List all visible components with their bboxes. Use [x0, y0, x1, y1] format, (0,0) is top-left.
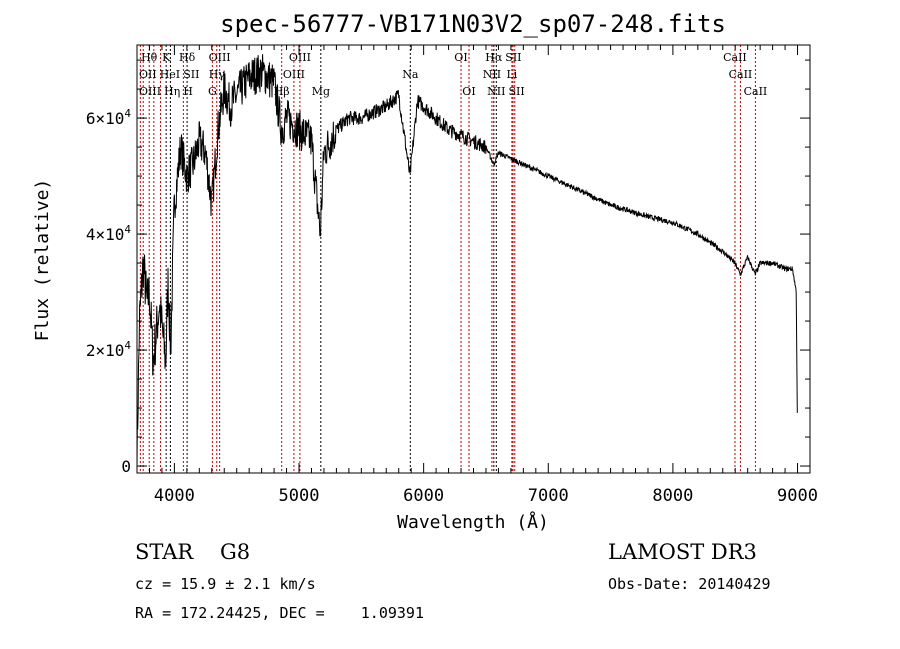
x-tick-label: 5000 — [279, 486, 320, 506]
line-label: SII — [509, 85, 525, 98]
line-label: OII — [139, 68, 157, 81]
line-label: OIII — [283, 68, 305, 81]
x-axis-label: Wavelength (Å) — [397, 511, 549, 533]
line-label: H — [183, 85, 193, 98]
x-tick-label: 7000 — [528, 486, 569, 506]
ra-dec-value: RA = 172.24425, DEC = 1.09391 — [135, 604, 424, 622]
y-tick-label: 0 — [121, 457, 131, 476]
line-label: Na — [402, 68, 419, 81]
x-tick-label: 8000 — [652, 486, 693, 506]
chart-title: spec-56777-VB171N03V2_sp07-248.fits — [220, 10, 726, 38]
line-label: CaII — [744, 85, 768, 98]
line-label: CaII — [729, 68, 753, 81]
line-label: Li — [507, 68, 518, 81]
line-label: K — [162, 51, 171, 64]
line-label: OIII — [209, 51, 231, 64]
object-class: STAR G8 — [135, 540, 250, 564]
line-label: HeI — [160, 68, 180, 81]
axis-ticks: 4000 5000 6000 7000 8000 9000 0 2×104 4×104 6×104 — [86, 45, 818, 506]
spectral-line-markers — [139, 45, 756, 473]
line-label: Hβ — [274, 85, 290, 98]
y-tick-label: 2×104 — [86, 339, 132, 360]
line-label: G — [208, 85, 217, 98]
line-label: CaII — [723, 51, 747, 64]
class-label: STAR — [135, 540, 194, 564]
cz-value: cz = 15.9 ± 2.1 km/s — [135, 575, 316, 593]
line-label: Hθ — [141, 51, 158, 64]
line-label: Hδ — [179, 51, 196, 64]
x-tick-label: 9000 — [777, 486, 818, 506]
plot-frame — [136, 44, 811, 474]
line-label: OI — [454, 51, 467, 64]
obs-date: Obs-Date: 20140429 — [608, 575, 771, 593]
y-tick-label: 4×104 — [86, 223, 132, 244]
line-label: Hη — [164, 85, 180, 98]
line-label: NII — [487, 85, 505, 98]
line-label: NII — [483, 68, 501, 81]
line-label: SII — [183, 68, 199, 81]
spectrum-line — [136, 54, 798, 467]
line-label: Hγ — [209, 68, 226, 81]
y-tick-label: 6×104 — [86, 107, 132, 128]
line-label: OI — [462, 85, 475, 98]
line-label: Mg — [312, 85, 330, 98]
x-tick-label: 4000 — [154, 486, 195, 506]
line-label: SII — [505, 51, 521, 64]
x-tick-label: 6000 — [403, 486, 444, 506]
y-axis-label: Flux (relative) — [32, 179, 53, 342]
subclass-label: G8 — [219, 540, 251, 564]
line-label: OIII — [139, 85, 161, 98]
line-label: OIII — [289, 51, 311, 64]
line-label: Hα — [485, 51, 503, 64]
survey-label: LAMOST DR3 — [608, 540, 757, 564]
